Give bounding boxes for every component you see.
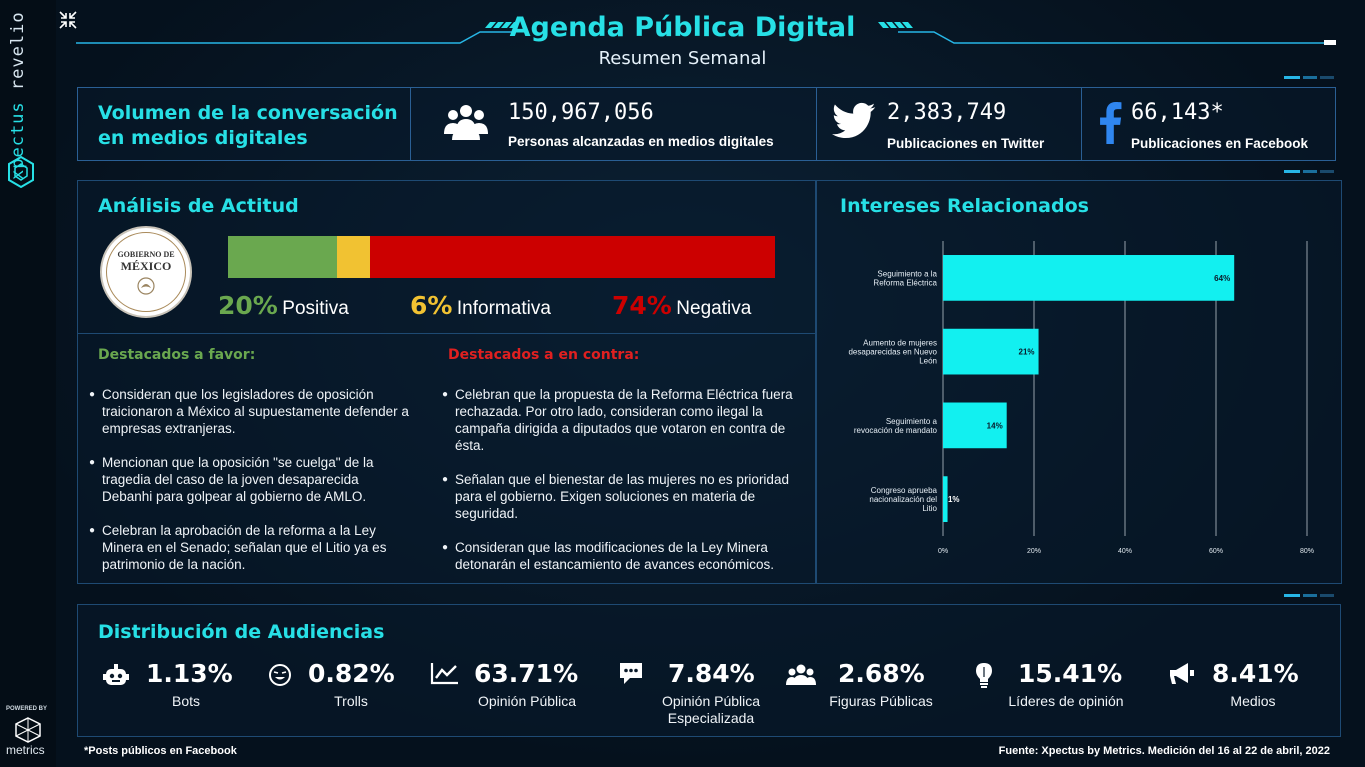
powered-by-label: POWERED BY: [6, 706, 48, 712]
category-label: Seguimiento a revocación de mandato: [854, 417, 938, 435]
favor-title: Destacados a favor:: [98, 347, 256, 363]
reach-label: Personas alcanzadas en medios digitales: [508, 134, 774, 149]
hex-logo-icon: [8, 156, 34, 188]
data-label: 64%: [1214, 274, 1230, 283]
panel-accent: [1284, 76, 1334, 79]
category-label: Aumento de mujeres desaparecidas en Nuevo…: [848, 339, 937, 366]
negative-segment: [370, 236, 775, 278]
informative-legend: 6% Informativa: [410, 291, 551, 320]
twitter-label: Publicaciones en Twitter: [887, 136, 1045, 151]
footer-source: Fuente: Xpectus by Metrics. Medición del…: [998, 745, 1330, 757]
panel-accent: [1284, 170, 1334, 173]
contra-title: Destacados a en contra:: [448, 347, 640, 363]
list-item: Celebran la aprobación de la reforma a l…: [89, 522, 409, 573]
reach-value: 150,967,056: [508, 100, 654, 125]
collapse-icon[interactable]: [58, 10, 78, 30]
attitude-panel: Análisis de Actitud GOBIERNO DE MÉXICO 2…: [77, 180, 816, 584]
audience-public-opinion: 63.71% Opinión Pública: [430, 659, 610, 729]
list-item: Mencionan que la oposición "se cuelga" d…: [89, 454, 409, 505]
people-icon: [444, 105, 488, 140]
category-label: Congreso aprueba nacionalización del Litio: [869, 486, 937, 513]
negative-legend: 74% Negativa: [612, 291, 752, 320]
audience-opinion-leaders: 15.41% Líderes de opinión: [974, 659, 1164, 729]
footer-note: *Posts públicos en Facebook: [84, 745, 237, 757]
list-item: Señalan que el bienestar de las mujeres …: [442, 471, 802, 522]
facebook-icon: [1100, 102, 1122, 144]
data-label: 21%: [1019, 348, 1035, 357]
x-tick-label: 80%: [1300, 548, 1314, 555]
audience-specialized-opinion: 7.84% Opinión Pública Especializada: [618, 659, 798, 731]
facebook-label: Publicaciones en Facebook: [1131, 136, 1309, 151]
favor-list: Consideran que los legisladores de oposi…: [89, 386, 409, 590]
category-label: Seguimiento a la Reforma Eléctrica: [873, 269, 937, 287]
data-label: 14%: [987, 421, 1003, 430]
bulb-icon: [976, 663, 992, 688]
government-seal: GOBIERNO DE MÉXICO: [100, 226, 192, 318]
twitter-icon: [832, 102, 876, 139]
group-icon: [786, 664, 816, 685]
audiences-title: Distribución de Audiencias: [98, 621, 385, 643]
chart-bar: [943, 255, 1235, 301]
smile-icon: [269, 664, 291, 686]
chart-bar: [943, 476, 948, 522]
page-subtitle: Resumen Semanal: [598, 48, 767, 69]
panel-accent: [1284, 594, 1334, 597]
chat-icon: [620, 663, 642, 684]
audiences-panel: Distribución de Audiencias 1.13% Bots 0.…: [77, 604, 1341, 737]
metrics-logo-icon: [15, 717, 41, 743]
chart-bar: [943, 328, 1039, 375]
contra-list: Celebran que la propuesta de la Reforma …: [442, 386, 802, 590]
x-tick-label: 20%: [1027, 548, 1041, 555]
interests-panel: Intereses Relacionados 0% 20% 40% 60% 80% Seg…: [816, 180, 1342, 584]
trend-icon: [430, 663, 458, 685]
interests-title: Intereses Relacionados: [840, 195, 1089, 217]
twitter-value: 2,383,749: [887, 100, 1007, 125]
x-tick-label: 40%: [1118, 548, 1132, 555]
robot-icon: [103, 664, 129, 685]
informative-segment: [337, 236, 371, 278]
audience-media: 8.41% Medios: [1168, 659, 1328, 729]
list-item: Consideran que las modificaciones de la …: [442, 539, 802, 573]
volume-title: Volumen de la conversación en medios dig…: [98, 102, 398, 149]
page-title: Agenda Pública Digital: [509, 12, 856, 43]
volume-panel: Volumen de la conversación en medios dig…: [77, 87, 1336, 161]
x-tick-label: 60%: [1209, 548, 1223, 555]
interests-bar-chart: 0% 20% 40% 60% 80% Seguimiento a la Reforma El…: [848, 241, 1314, 555]
metrics-brand-label: metrics: [6, 743, 45, 757]
sidebar: xpectus revelio POWERED BY metrics: [0, 0, 56, 767]
eagle-emblem-icon: [137, 277, 155, 295]
data-label: 1%: [948, 495, 960, 504]
attitude-bar: [228, 236, 775, 278]
attitude-title: Análisis de Actitud: [98, 195, 299, 217]
header-frame-lines: [76, 22, 1336, 45]
list-item: Celebran que la propuesta de la Reforma …: [442, 386, 802, 454]
positive-segment: [228, 236, 338, 278]
list-item: Consideran que los legisladores de oposi…: [89, 386, 409, 437]
positive-legend: 20% Positiva: [218, 291, 349, 320]
megaphone-icon: [1170, 663, 1194, 684]
x-tick-label: 0%: [938, 548, 948, 555]
audience-trolls: 0.82% Trolls: [268, 659, 428, 729]
audience-public-figures: 2.68% Figuras Públicas: [786, 659, 966, 729]
audience-bots: 1.13% Bots: [98, 659, 268, 729]
chart-bar: [943, 402, 1007, 449]
facebook-value: 66,143*: [1131, 100, 1224, 125]
